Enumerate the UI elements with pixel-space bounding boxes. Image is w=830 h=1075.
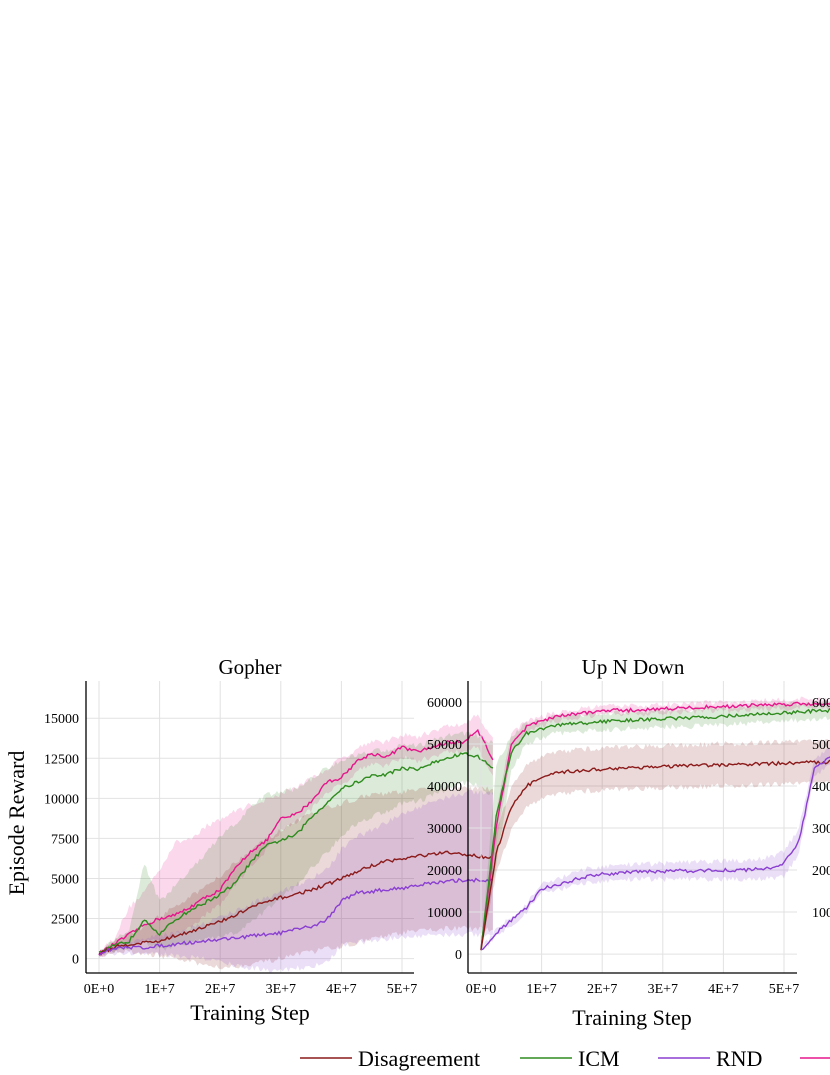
y-tick-label: 10000 xyxy=(427,906,462,921)
legend-label: RND xyxy=(716,1046,762,1071)
series-band-darkred xyxy=(99,785,493,970)
y-tick-label: 200 xyxy=(812,864,830,879)
series-band-green xyxy=(481,699,830,949)
y-axis-label: Episode Reward xyxy=(4,751,29,896)
x-tick-label: 3E+7 xyxy=(648,982,678,997)
x-tick-label: 4E+7 xyxy=(708,982,738,997)
y-tick-label: 400 xyxy=(812,780,830,795)
series-band-pink xyxy=(99,714,493,958)
series-band-green xyxy=(99,731,493,955)
y-tick-label: 300 xyxy=(812,822,830,837)
x-axis-label: Training Step xyxy=(190,1000,310,1025)
y-tick-label: 20000 xyxy=(427,864,462,879)
chart-title: Gopher xyxy=(219,655,282,679)
series-line-darkred xyxy=(480,759,830,951)
chart-gopher: Gopher Episode Reward Training Step 0 250… xyxy=(4,655,494,1025)
y-tick-label: 15000 xyxy=(44,712,79,727)
y-tick-label: 30000 xyxy=(427,822,462,837)
y-tick-label: 12500 xyxy=(44,752,79,767)
x-tick-label: 3E+7 xyxy=(266,982,296,997)
y-tick-label: 0 xyxy=(455,948,462,963)
series-band-darkred xyxy=(481,739,830,948)
series-line-pink xyxy=(98,728,494,956)
x-tick-label: 0E+0 xyxy=(84,982,114,997)
x-tick-label: 5E+7 xyxy=(387,982,417,997)
series-band-purple xyxy=(99,789,493,973)
y-tick-label: 2500 xyxy=(51,913,79,928)
x-tick-label: 5E+7 xyxy=(769,982,799,997)
x-tick-label: 1E+7 xyxy=(526,982,556,997)
x-tick-label: 2E+7 xyxy=(205,982,235,997)
y-tick-label: 7500 xyxy=(51,832,79,847)
y-tick-label: 0 xyxy=(72,953,79,968)
legend-label: ICM xyxy=(578,1046,620,1071)
y-tick-label: 60000 xyxy=(427,696,462,711)
series-line-pink xyxy=(480,701,830,949)
y-tick-label: 50000 xyxy=(427,738,462,753)
x-tick-label: 1E+7 xyxy=(144,982,174,997)
x-tick-label: 0E+0 xyxy=(466,982,496,997)
y-tick-label: 100 xyxy=(812,906,830,921)
series-line-purple xyxy=(480,756,830,951)
series-line-green xyxy=(98,752,494,953)
legend: Disagreement ICM RND xyxy=(300,1046,830,1071)
y-tick-label: 10000 xyxy=(44,792,79,807)
legend-label: Disagreement xyxy=(358,1046,480,1071)
y-tick-label: 500 xyxy=(812,738,830,753)
y-tick-label: 40000 xyxy=(427,780,462,795)
chart-title: Up N Down xyxy=(582,655,685,679)
series-line-darkred xyxy=(98,850,494,956)
x-axis-label: Training Step xyxy=(572,1005,692,1030)
y-tick-label: 5000 xyxy=(51,872,79,887)
series-line-purple xyxy=(98,877,494,956)
chart-partial-third: 100 200 300 400 500 600 xyxy=(812,696,830,921)
y-tick-label: 600 xyxy=(812,696,830,711)
series-line-green xyxy=(480,708,830,951)
chart-up-n-down: Up N Down Training Step 0 10000 20000 30000… xyxy=(427,655,830,1030)
x-tick-label: 4E+7 xyxy=(326,982,356,997)
x-tick-label: 2E+7 xyxy=(587,982,617,997)
